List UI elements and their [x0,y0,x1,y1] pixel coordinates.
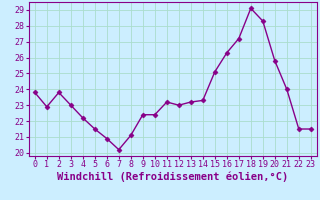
X-axis label: Windchill (Refroidissement éolien,°C): Windchill (Refroidissement éolien,°C) [57,172,288,182]
